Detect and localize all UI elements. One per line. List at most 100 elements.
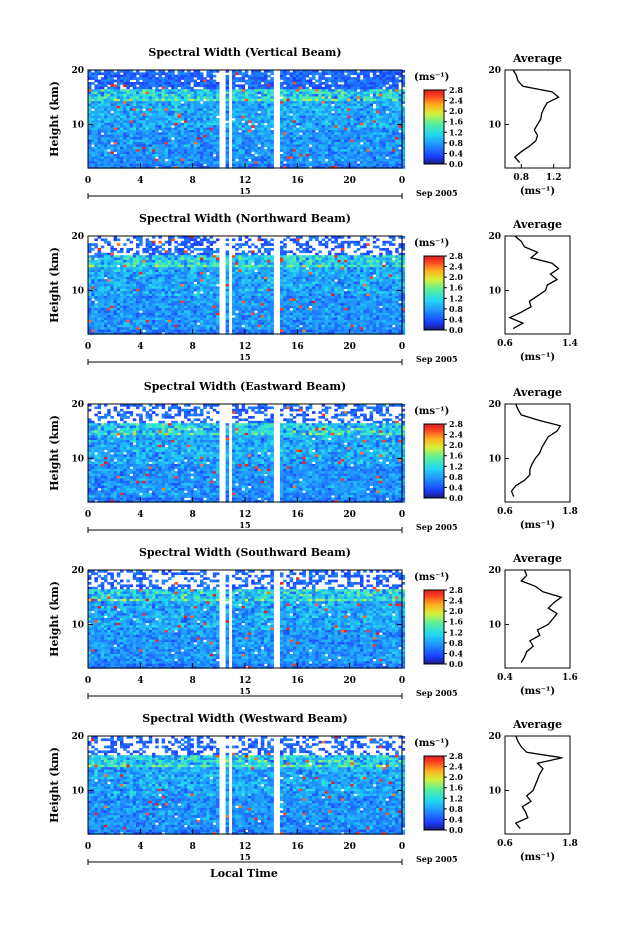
- heatmap-cell: [354, 265, 358, 268]
- heatmap-cell: [171, 99, 175, 102]
- heatmap-cell: [386, 140, 390, 143]
- heatmap-cell: [91, 142, 95, 145]
- heatmap-cell: [155, 258, 159, 261]
- heatmap-cell: [200, 274, 204, 277]
- heatmap-cell: [130, 272, 134, 275]
- heatmap-cell: [350, 260, 354, 263]
- heatmap-cell: [366, 152, 370, 155]
- heatmap-cell: [251, 149, 255, 152]
- heatmap-cell: [254, 149, 258, 152]
- heatmap-cell: [110, 258, 114, 261]
- heatmap-cell: [315, 164, 319, 167]
- heatmap-cell: [283, 164, 287, 167]
- heatmap-cell: [379, 118, 383, 121]
- heatmap-cell: [254, 152, 258, 155]
- heatmap-cell: [101, 120, 105, 123]
- heatmap-cell: [344, 99, 348, 102]
- heatmap-cell: [248, 87, 252, 90]
- heatmap-cell: [312, 274, 316, 277]
- heatmap-cell: [126, 142, 129, 145]
- heatmap-cell: [306, 94, 310, 97]
- heatmap-cell: [206, 130, 210, 133]
- heatmap-cell: [306, 154, 310, 157]
- heatmap-cell: [360, 238, 364, 241]
- x-tick-label: 4: [137, 176, 143, 186]
- heatmap-cell: [286, 137, 290, 140]
- heatmap-cell: [309, 255, 313, 258]
- heatmap-cell: [312, 270, 316, 273]
- heatmap-cell: [360, 130, 364, 133]
- heatmap-cell: [344, 260, 348, 263]
- heatmap-cell: [88, 89, 92, 92]
- heatmap-cell: [261, 142, 265, 145]
- heatmap-cell: [117, 84, 121, 87]
- heatmap-cell: [133, 84, 137, 87]
- heatmap-cell: [261, 77, 265, 80]
- heatmap-cell: [245, 125, 249, 128]
- heatmap-cell: [318, 140, 322, 143]
- heatmap-cell: [126, 258, 129, 261]
- heatmap-cell: [187, 96, 191, 99]
- heatmap-cell: [382, 142, 386, 145]
- heatmap-cell: [91, 137, 95, 140]
- heatmap-cell: [206, 248, 210, 251]
- heatmap-cell: [299, 147, 303, 150]
- heatmap-cell: [187, 84, 191, 87]
- heatmap-cell: [235, 142, 239, 145]
- heatmap-cell: [152, 72, 156, 75]
- heatmap-cell: [174, 248, 178, 251]
- heatmap-cell: [130, 255, 134, 258]
- heatmap-cell: [181, 87, 185, 90]
- heatmap-cell: [171, 94, 175, 97]
- heatmap-cell: [104, 149, 108, 152]
- heatmap-cell: [331, 149, 335, 152]
- heatmap-cell: [286, 142, 290, 145]
- heatmap-cell: [290, 75, 294, 78]
- heatmap-cell: [101, 258, 105, 261]
- heatmap-cell: [366, 72, 370, 75]
- heatmap-cell: [133, 137, 137, 140]
- heatmap-cell: [248, 258, 252, 261]
- heatmap-cell: [133, 94, 137, 97]
- heatmap-cell: [206, 111, 210, 114]
- heatmap-cell: [254, 89, 258, 92]
- heatmap-cell: [101, 87, 105, 90]
- heatmap-cell: [290, 260, 294, 263]
- heatmap-cell: [226, 149, 230, 152]
- heatmap-cell: [130, 77, 134, 80]
- heatmap-cell: [110, 265, 114, 268]
- heatmap-cell: [366, 260, 370, 263]
- heatmap-cell: [309, 267, 313, 270]
- heatmap-cell: [88, 92, 92, 95]
- heatmap-cell: [187, 104, 191, 107]
- heatmap-cell: [142, 142, 146, 145]
- heatmap-cell: [197, 243, 201, 246]
- heatmap-cell: [165, 113, 169, 116]
- heatmap-cell: [357, 152, 361, 155]
- heatmap-cell: [158, 144, 162, 147]
- heatmap-cell: [286, 272, 290, 275]
- heatmap-cell: [238, 253, 242, 256]
- heatmap-cell: [318, 94, 322, 97]
- heatmap-cell: [392, 149, 396, 152]
- heatmap-cell: [309, 152, 313, 155]
- heatmap-cell: [126, 123, 129, 126]
- heatmap-cell: [104, 108, 108, 111]
- heatmap-cell: [158, 161, 162, 164]
- heatmap-cell: [338, 140, 342, 143]
- heatmap-cell: [322, 123, 326, 126]
- heatmap-cell: [155, 96, 159, 99]
- heatmap-cell: [242, 84, 246, 87]
- heatmap-cell: [318, 123, 322, 126]
- heatmap-cell: [168, 89, 172, 92]
- heatmap-cell: [328, 125, 332, 128]
- heatmap-cell: [190, 77, 194, 80]
- heatmap-cell: [152, 274, 156, 277]
- heatmap-cell: [344, 274, 348, 277]
- heatmap-cell: [142, 118, 146, 121]
- heatmap-cell: [325, 132, 329, 135]
- heatmap-cell: [334, 120, 338, 123]
- heatmap-cell: [354, 137, 358, 140]
- heatmap-cell: [286, 113, 290, 116]
- heatmap-cell: [398, 128, 402, 131]
